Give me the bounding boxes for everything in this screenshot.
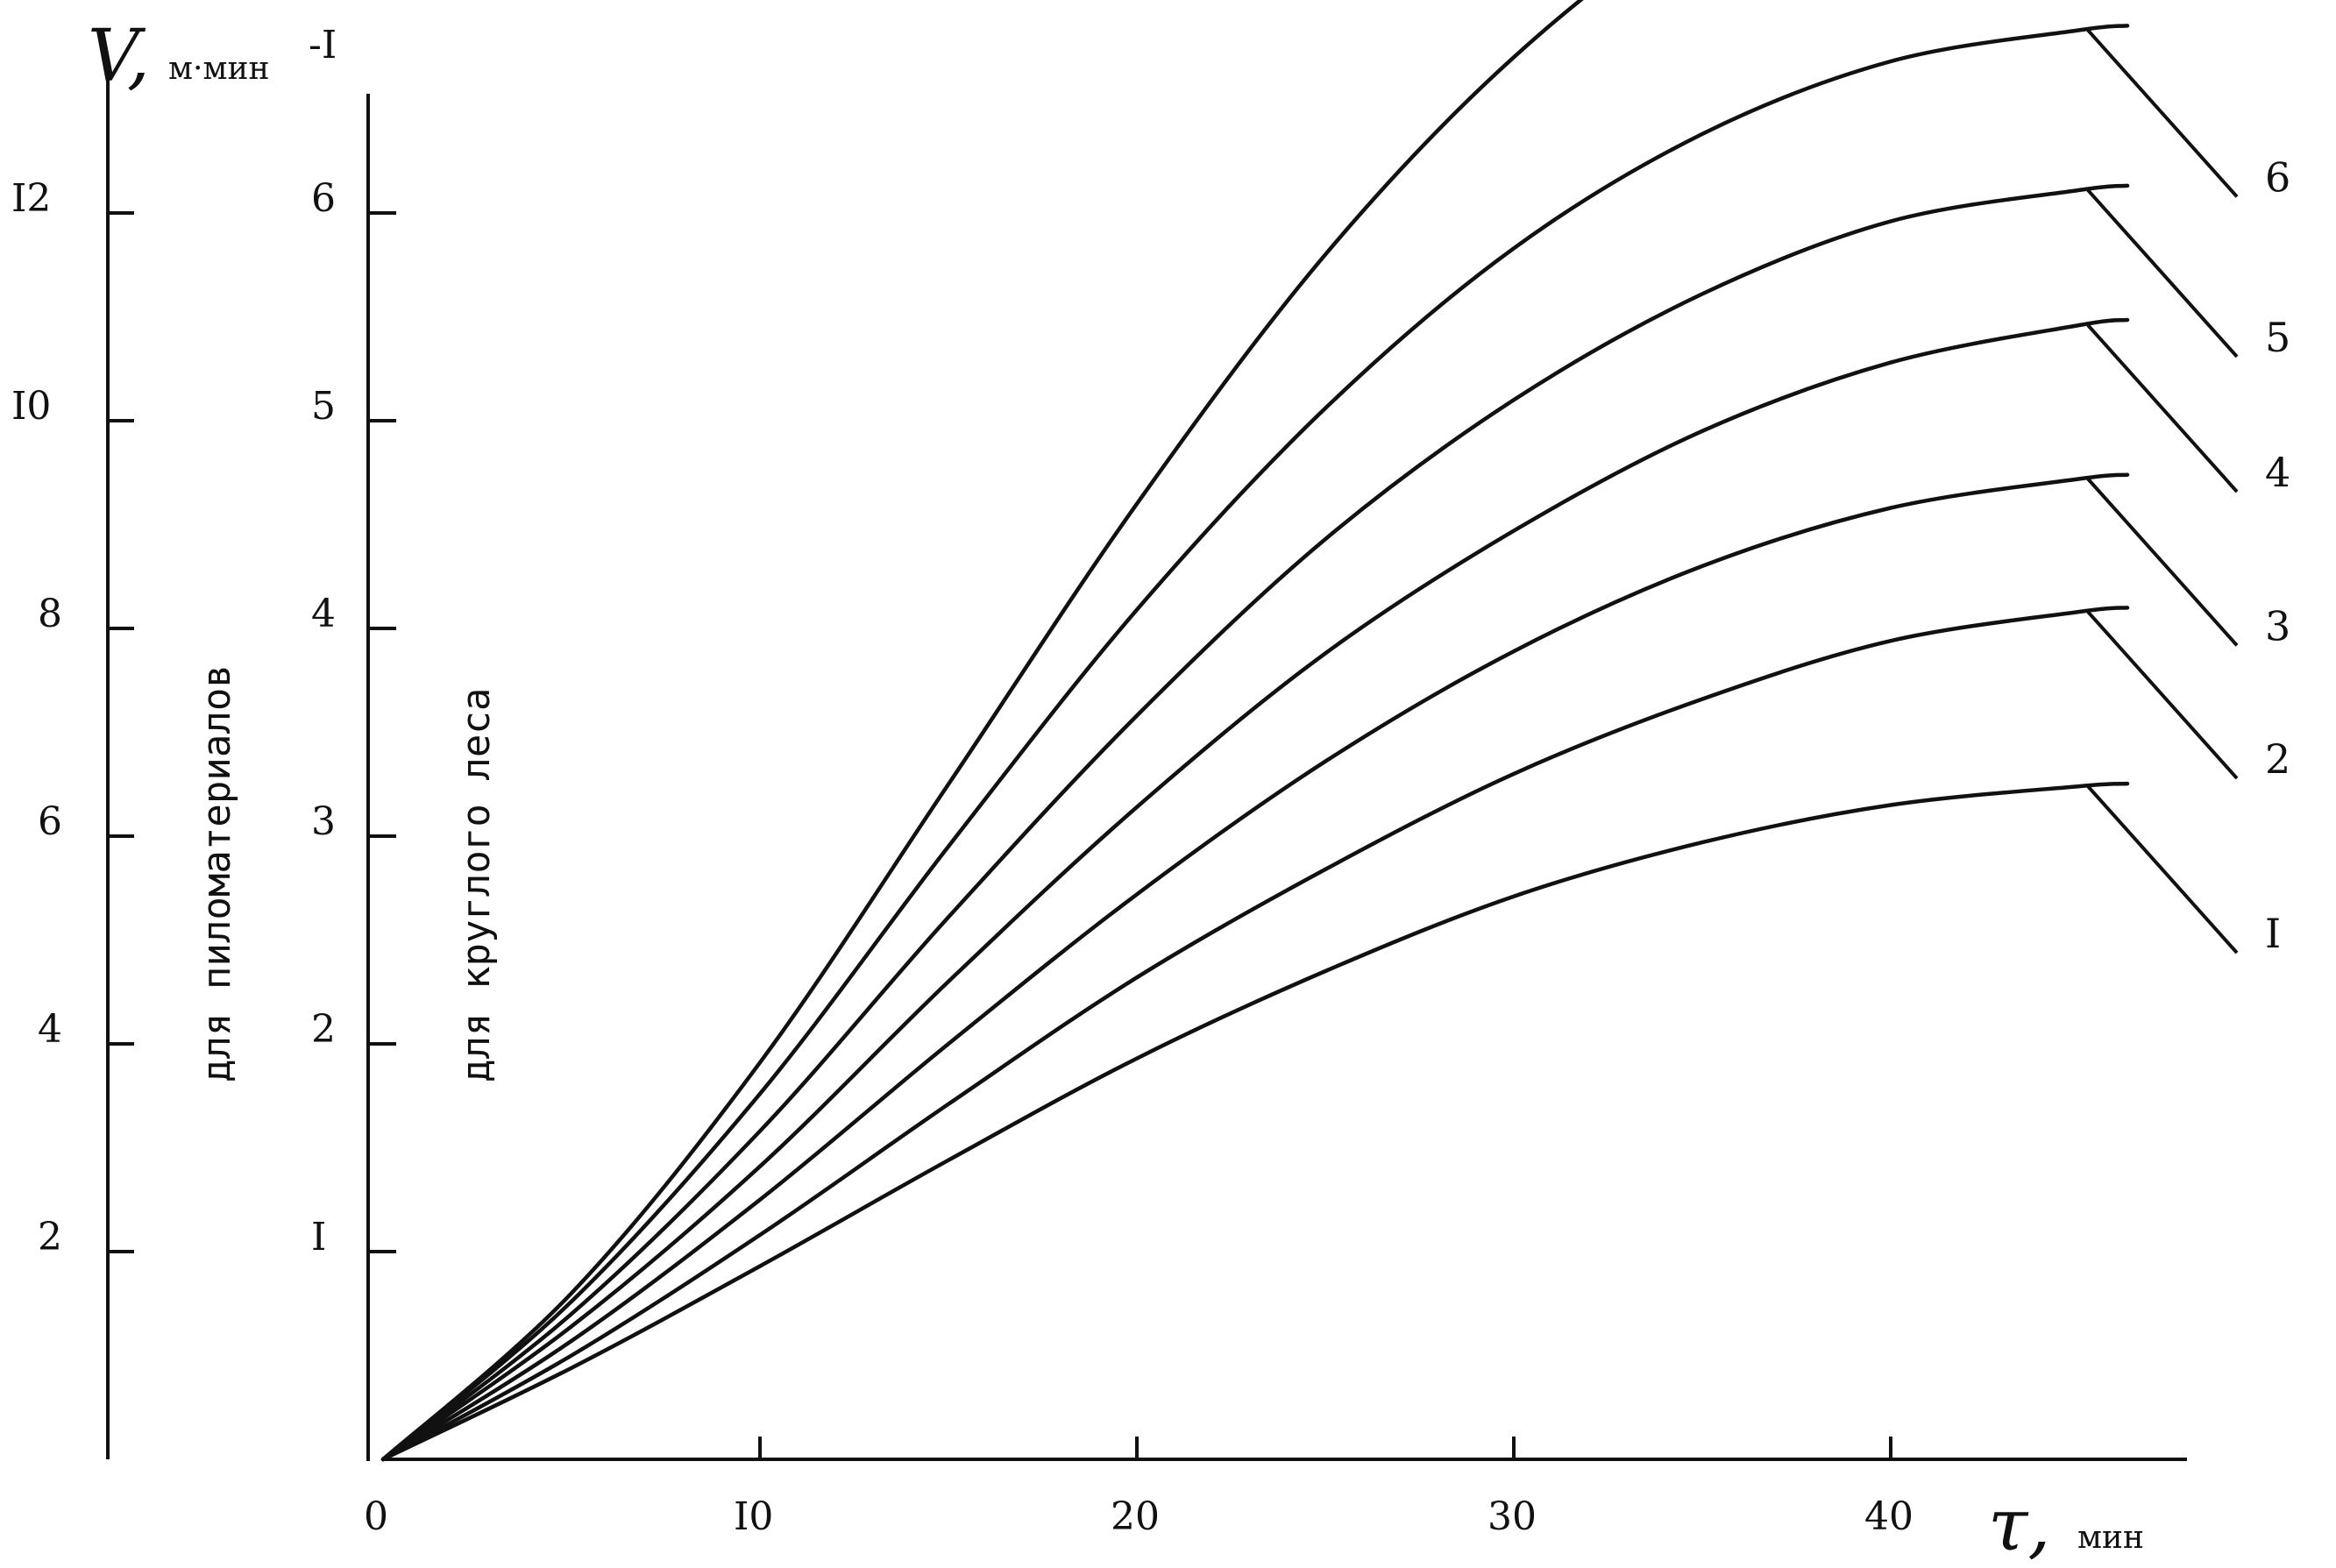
x-axis-symbol: τ,: [1988, 1484, 2050, 1567]
y-right-tick-label: 5: [311, 384, 336, 429]
x-axis-unit: мин: [2077, 1520, 2144, 1556]
y-axis-unit: м·мин: [168, 51, 269, 87]
y-axis-unit-exponent: -I: [309, 23, 337, 67]
series-line-3: [380, 472, 2130, 1462]
series-leader-line-6: [2086, 29, 2239, 198]
y-right-tick-label: 4: [311, 592, 336, 636]
series-label-6: 6: [2265, 153, 2290, 201]
y-right-tick-label: I: [311, 1215, 326, 1259]
series-label-2: 2: [2265, 735, 2290, 783]
y-left-tick-label: I2: [11, 176, 51, 221]
y-right-tick-label: 6: [311, 176, 336, 221]
x-tick-label: 0: [364, 1494, 388, 1539]
series-label-4: 4: [2265, 449, 2290, 496]
series-leader-line-2: [2086, 610, 2239, 780]
x-tick-label: I0: [734, 1494, 773, 1539]
y-axis-symbol: V,: [88, 15, 150, 98]
axes: [106, 72, 2187, 1461]
y-left-axis-title: для пиломатериалов: [195, 664, 239, 1082]
y-left-tick-label: 2: [38, 1215, 62, 1259]
series-label-3: 3: [2265, 602, 2290, 649]
x-tick-label: 20: [1111, 1494, 1160, 1539]
y-left-tick-label: 4: [38, 1007, 62, 1052]
series-leader-line-4: [2086, 323, 2239, 493]
series-line-6: [380, 24, 2130, 1462]
series-line-5: [380, 183, 2130, 1462]
y-left-tick-label: 8: [38, 592, 62, 636]
x-tick-label: 30: [1488, 1494, 1537, 1539]
series-line-1: [380, 781, 2130, 1462]
y-left-tick-label: 6: [38, 799, 62, 844]
series-leader-line-3: [2086, 478, 2239, 647]
series-line-7: [380, 0, 1584, 1462]
series-label-1: I: [2265, 910, 2281, 957]
series-line-2: [380, 606, 2130, 1462]
series-label-5: 5: [2265, 314, 2290, 361]
y-right-tick-label: 2: [311, 1007, 336, 1052]
series: I234567: [380, 0, 2290, 1462]
y-right-tick-label: 3: [311, 799, 336, 844]
series-line-4: [380, 317, 2130, 1462]
series-leader-line-5: [2086, 188, 2239, 358]
y-left-tick-label: I0: [11, 384, 51, 429]
y-right-axis-title: для круглого леса: [454, 688, 499, 1082]
series-leader-line-1: [2086, 784, 2239, 954]
x-tick-label: 40: [1864, 1494, 1914, 1539]
